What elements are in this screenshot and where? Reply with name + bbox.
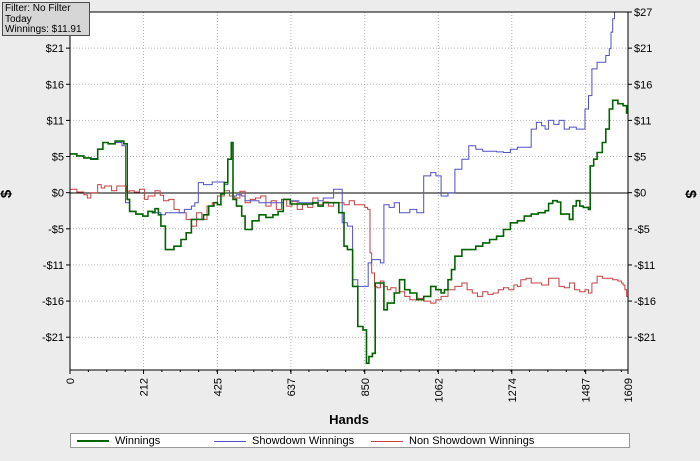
x-tick-label: 0 (65, 378, 77, 384)
x-tick-label: 212 (139, 378, 151, 396)
y-tick-label-right: $16 (634, 79, 652, 91)
y-tick-label-right: -$11 (634, 260, 655, 272)
plot-border (69, 11, 629, 371)
filter-line: Filter: No Filter (5, 3, 71, 14)
y-tick-label-left: -$16 (42, 296, 64, 308)
period-line: Today (5, 13, 32, 25)
y-tick-label-right: -$16 (634, 296, 656, 308)
x-tick-label: 850 (360, 378, 372, 396)
y-tick-label-left: -$11 (43, 260, 64, 272)
x-tick-label: 1274 (507, 378, 519, 402)
filter-info-box: Filter: No Filter Today Winnings: $11.91 (2, 2, 90, 36)
x-tick-label: 1487 (581, 378, 593, 402)
x-axis-title: Hands (329, 412, 369, 427)
y-tick-label-right: $11 (634, 115, 652, 127)
legend-item-non-showdown-winnings: Non Showdown Winnings (371, 435, 534, 447)
legend-swatch-showdown (214, 440, 246, 442)
legend-label-showdown: Showdown Winnings (252, 435, 355, 447)
y-tick-label-right: -$21 (634, 332, 656, 344)
legend: Winnings Showdown Winnings Non Showdown … (70, 433, 630, 448)
legend-swatch-winnings (77, 440, 109, 442)
y-tick-label-left: -$5 (48, 224, 64, 236)
x-tick-label: 425 (212, 378, 224, 396)
y-tick-label-left: $11 (46, 115, 64, 127)
y-tick-label-left: $0 (52, 188, 64, 200)
y-axis-title-left: $ (0, 189, 15, 198)
legend-item-showdown-winnings: Showdown Winnings (214, 435, 354, 447)
legend-swatch-non-showdown (371, 440, 403, 442)
series-line-non-showdown-winnings (70, 184, 628, 304)
x-tick-label: 1062 (433, 378, 445, 402)
y-axis-title-right: $ (682, 190, 699, 199)
y-tick-label-right: $0 (634, 188, 646, 200)
x-tick-label: 637 (286, 378, 298, 396)
y-tick-label-right: -$5 (634, 224, 650, 236)
y-tick-label-left: $16 (46, 79, 64, 91)
legend-label-winnings: Winnings (115, 435, 161, 447)
y-tick-label-right: $5 (634, 152, 646, 164)
legend-label-non-showdown: Non Showdown Winnings (409, 435, 535, 447)
y-tick-label-left: $21 (46, 43, 64, 55)
winnings-line: Winnings: $11.91 (5, 24, 82, 35)
plot-area (70, 12, 628, 370)
x-tick-label: 1609 (623, 378, 635, 402)
y-tick-label-right: $21 (634, 43, 652, 55)
legend-item-winnings: Winnings (77, 435, 160, 447)
y-tick-label-left: -$21 (42, 332, 64, 344)
y-tick-label-left: $5 (52, 152, 64, 164)
series-line-winnings (70, 99, 628, 365)
y-tick-label-right: $27 (634, 7, 652, 19)
